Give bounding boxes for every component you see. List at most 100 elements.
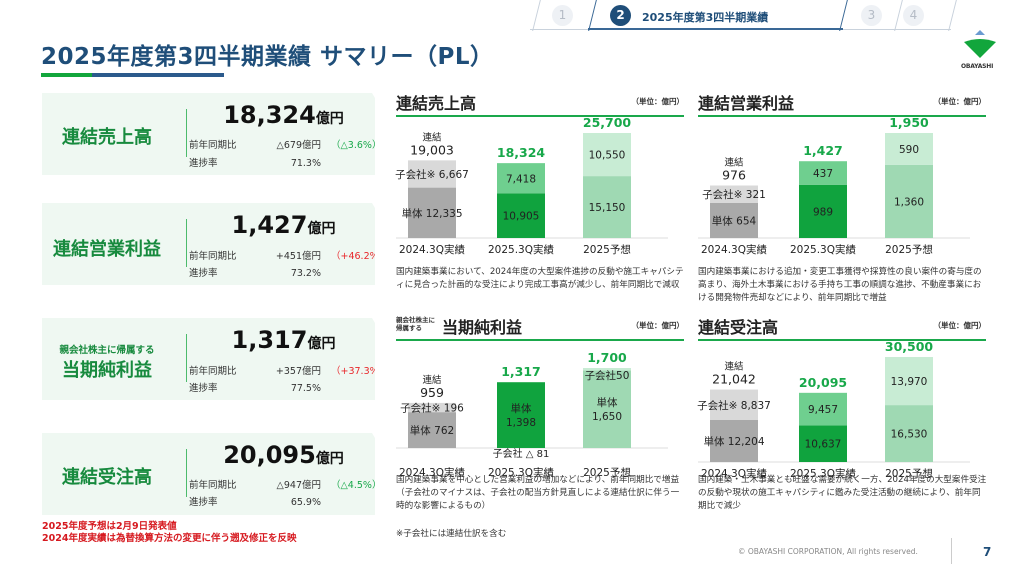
bar-total-label: 25,700 xyxy=(583,115,632,130)
yoy-percent: （△3.6%） xyxy=(331,140,382,151)
bar-label-parent: 1,650 xyxy=(592,411,622,423)
chart-unit: （単位：億円） xyxy=(631,321,685,330)
bar-total-label: 19,003 xyxy=(410,142,454,157)
kpi-title: 連結売上高 xyxy=(62,127,152,148)
footnote: ※子会社には連結仕訳を含む xyxy=(396,529,507,539)
kpi-divider xyxy=(186,219,187,267)
kpi-yoy-row: 前年同期比 △947億円 （△4.5%） xyxy=(189,477,375,491)
progress-label: 進捗率 xyxy=(189,268,218,279)
kpi-card-orders: 連結受注高 20,095億円 前年同期比 △947億円 （△4.5%） 進捗率 65.… xyxy=(42,433,375,515)
x-tick-label: 2025.3Q実績 xyxy=(488,466,555,479)
copyright: © OBAYASHI CORPORATION, All rights reser… xyxy=(738,547,918,556)
bar-segment-subsidiary xyxy=(710,389,758,420)
bar-segment-parent xyxy=(799,184,847,238)
bar-segment-subsidiary xyxy=(885,133,933,165)
bar-label-parent: 10,637 xyxy=(805,439,842,451)
kpi-value: 1,317億円 xyxy=(192,326,375,354)
note-restatement: 2024年度実績は為替換算方法の変更に伴う遡及修正を反映 xyxy=(42,533,297,544)
chart-description: 国内建築事業において、2024年度の大型案件進捗の反動や施工キャパシティに見合っ… xyxy=(396,267,684,290)
bar-label-parent: 16,530 xyxy=(891,429,928,441)
bar-segment-parent xyxy=(583,176,631,238)
chart-title-rule xyxy=(698,339,986,341)
kpi-number: 1,427 xyxy=(231,211,308,239)
notes: 2025年度予想は2月9日発表値 2024年度実績は為替換算方法の変更に伴う遡及… xyxy=(42,521,296,545)
x-tick-label: 2025予想 xyxy=(885,467,933,480)
section-step-3[interactable]: 3 xyxy=(843,0,901,30)
kpi-divider xyxy=(186,334,187,382)
chart-unit: （単位：億円） xyxy=(933,321,987,330)
chart-orders: 連結受注高 （単位：億円） 単体 12,204 子会社※ 8,837 連結 21,04… xyxy=(697,314,987,514)
page-title: 2025年度第3四半期業績 サマリー（PL） xyxy=(41,44,494,70)
progress-value: 77.5% xyxy=(290,383,321,394)
bar-label-subsidiary: 437 xyxy=(813,168,833,180)
kpi-value: 18,324億円 xyxy=(192,101,375,129)
bar-label-parent: 15,150 xyxy=(589,202,626,214)
kpi-card-net-income: 親会社株主に帰属する 当期純利益 1,317億円 前年同期比 +357億円 （+37… xyxy=(42,318,375,400)
bar-segment-subsidiary xyxy=(885,357,933,406)
x-tick-label: 2025予想 xyxy=(583,243,631,256)
bar-label-subsidiary: 9,457 xyxy=(808,404,838,416)
chart-description: 国内建築・土木事業とも旺盛な需要が続く一方、2024年度の大型案件受注の反動や現… xyxy=(698,475,987,511)
bar-segment-subsidiary xyxy=(799,392,847,426)
chart-operating-income: 連結営業利益 （単位：億円） 単体 654 子会社※ 321 連結 976 2024.3… xyxy=(698,90,986,305)
chart-unit: （単位：億円） xyxy=(631,97,685,106)
yoy-value: △679億円 xyxy=(276,140,321,151)
chart-sales: 連結売上高 （単位：億円） 単体 12,335 子会社※ 6,667 連結 19,00… xyxy=(395,90,685,305)
bar-label-parent: 1,398 xyxy=(506,417,536,429)
x-tick-label: 2025.3Q実績 xyxy=(790,243,857,256)
section-nav: 1 2 2025年度第3四半期業績 3 4 xyxy=(530,0,957,31)
bar-label-parent: 989 xyxy=(813,206,833,218)
kpi-progress-row: 進捗率 65.9% xyxy=(189,494,321,508)
kpi-title: 連結営業利益 xyxy=(53,239,161,260)
x-tick-label: 2024.3Q実績 xyxy=(399,243,466,256)
kpi-value: 1,427億円 xyxy=(192,211,375,239)
chart-description: 国内建築事業を中心とした営業利益の増加などにより、前年同期比で増益（子会社のマイ… xyxy=(396,475,680,511)
bar-total-label: 18,324 xyxy=(497,145,546,160)
bar-label-parent: 10,905 xyxy=(503,211,540,223)
x-tick-label: 2025.3Q実績 xyxy=(488,243,555,256)
progress-label: 進捗率 xyxy=(189,158,218,169)
bar-segment-parent xyxy=(710,202,758,238)
kpi-progress-row: 進捗率 77.5% xyxy=(189,380,321,394)
bar-segment-subsidiary xyxy=(497,163,545,194)
section-step-4[interactable]: 4 xyxy=(901,0,951,30)
x-tick-label: 2025予想 xyxy=(583,466,631,479)
step-number: 1 xyxy=(552,5,573,26)
bar-total-label: 1,317 xyxy=(501,364,541,379)
title-underline-accent xyxy=(41,73,92,77)
bar-label-parent: 単体 654 xyxy=(712,214,757,227)
bar-label-subsidiary: 子会社50 xyxy=(585,369,630,382)
bar-label-parent: 単体 12,204 xyxy=(703,435,764,448)
bar-label-parent: 単体 762 xyxy=(410,424,454,437)
bar-label-parent: 単体 xyxy=(597,396,618,409)
obayashi-logo-icon xyxy=(964,30,996,58)
section-step-2[interactable]: 2 2025年度第3四半期業績 xyxy=(588,0,843,30)
bar-segment-subsidiary xyxy=(799,161,847,185)
kpi-unit: 億円 xyxy=(307,221,336,237)
note-forecast: 2025年度予想は2月9日発表値 xyxy=(42,521,177,532)
step-label: 2025年度第3四半期業績 xyxy=(642,11,769,24)
bar-total-label: 1,700 xyxy=(587,350,627,365)
bar-label-subsidiary: 子会社※ 196 xyxy=(400,402,464,415)
section-step-1[interactable]: 1 xyxy=(530,0,588,30)
bar-label-subsidiary: 7,418 xyxy=(506,173,536,185)
step-number: 2 xyxy=(610,5,631,26)
bar-total-prefix: 連結 xyxy=(422,374,442,386)
kpi-title: 当期純利益 xyxy=(62,360,152,381)
bar-total-label: 1,950 xyxy=(889,115,929,130)
bar-label-subsidiary: 590 xyxy=(899,144,919,156)
bar-label-subsidiary: 10,550 xyxy=(589,150,626,162)
bar-segment-parent xyxy=(497,382,545,448)
bar-segment-subsidiary xyxy=(583,133,631,177)
yoy-label: 前年同期比 xyxy=(189,251,237,262)
bar-segment-subsidiary xyxy=(408,402,456,413)
x-tick-label: 2024.3Q実績 xyxy=(399,466,466,479)
chart-title: 連結売上高 xyxy=(396,94,477,113)
kpi-number: 20,095 xyxy=(223,441,316,469)
kpi-number: 1,317 xyxy=(231,326,308,354)
progress-label: 進捗率 xyxy=(189,383,218,394)
kpi-card-operating-income: 連結営業利益 1,427億円 前年同期比 +451億円 （+46.2%） 進捗率 73… xyxy=(42,203,375,285)
kpi-unit: 億円 xyxy=(315,451,344,467)
